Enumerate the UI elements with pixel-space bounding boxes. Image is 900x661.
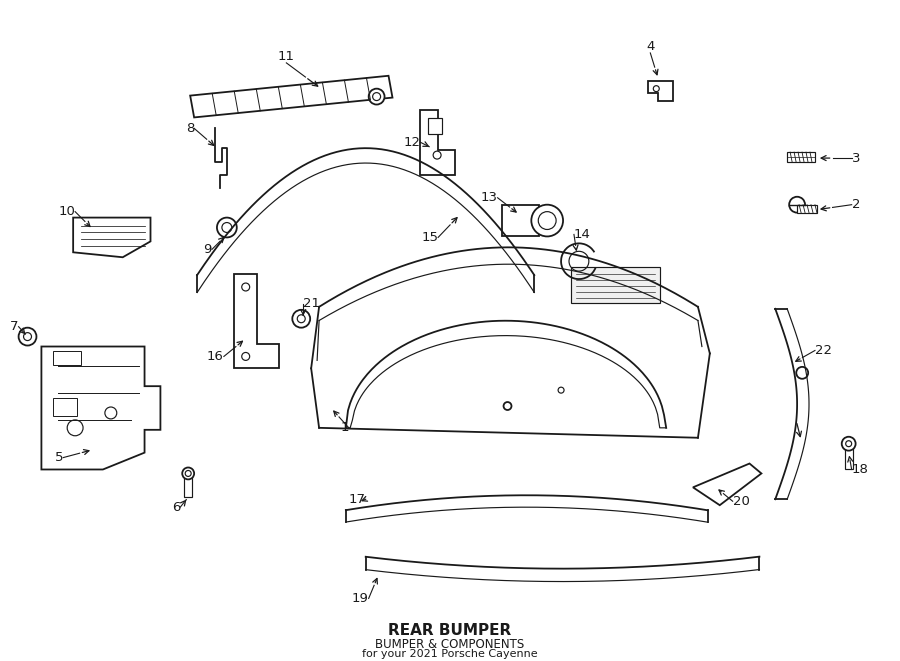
Circle shape — [789, 197, 805, 213]
Text: 14: 14 — [574, 228, 590, 241]
Bar — [797, 205, 817, 213]
Bar — [53, 398, 77, 416]
Circle shape — [796, 367, 808, 379]
Circle shape — [297, 315, 305, 323]
Bar — [428, 118, 442, 134]
Text: 2: 2 — [851, 198, 860, 212]
Circle shape — [292, 310, 310, 328]
Polygon shape — [73, 217, 150, 257]
Polygon shape — [234, 274, 279, 368]
Text: 5: 5 — [55, 451, 63, 464]
Text: 9: 9 — [203, 243, 212, 256]
Text: 15: 15 — [421, 231, 438, 244]
Circle shape — [222, 223, 232, 233]
Circle shape — [558, 387, 564, 393]
Circle shape — [19, 328, 36, 346]
Circle shape — [217, 217, 237, 237]
Circle shape — [242, 352, 249, 360]
Circle shape — [185, 471, 191, 477]
Bar — [501, 205, 539, 237]
Circle shape — [842, 437, 856, 451]
Text: BUMPER & COMPONENTS: BUMPER & COMPONENTS — [375, 637, 525, 650]
Bar — [788, 152, 815, 162]
Circle shape — [531, 205, 563, 237]
Text: 3: 3 — [851, 151, 860, 165]
Bar — [845, 446, 852, 469]
Polygon shape — [190, 76, 392, 118]
Text: 6: 6 — [172, 500, 180, 514]
Circle shape — [369, 89, 384, 104]
Polygon shape — [693, 463, 761, 505]
Bar — [184, 475, 193, 497]
Polygon shape — [41, 346, 160, 469]
Text: 16: 16 — [207, 350, 224, 363]
Circle shape — [433, 151, 441, 159]
Text: 8: 8 — [185, 122, 194, 135]
Text: 18: 18 — [851, 463, 868, 476]
Circle shape — [105, 407, 117, 419]
Polygon shape — [648, 81, 673, 100]
Text: 22: 22 — [815, 344, 832, 357]
Circle shape — [846, 441, 851, 447]
Text: 11: 11 — [278, 50, 295, 63]
Bar — [53, 352, 81, 366]
Text: REAR BUMPER: REAR BUMPER — [389, 623, 511, 638]
Text: 10: 10 — [58, 205, 75, 218]
Text: for your 2021 Porsche Cayenne: for your 2021 Porsche Cayenne — [362, 649, 538, 659]
Circle shape — [373, 93, 381, 100]
Circle shape — [653, 86, 660, 92]
Circle shape — [68, 420, 83, 436]
Text: 19: 19 — [352, 592, 369, 605]
Text: 17: 17 — [348, 492, 365, 506]
Text: 21: 21 — [303, 297, 320, 311]
Text: 1: 1 — [340, 421, 349, 434]
Text: 12: 12 — [403, 136, 420, 149]
Text: 7: 7 — [10, 320, 19, 333]
Text: 20: 20 — [733, 494, 750, 508]
Text: 13: 13 — [481, 191, 498, 204]
Circle shape — [504, 402, 511, 410]
Circle shape — [23, 332, 32, 340]
Circle shape — [242, 283, 249, 291]
Polygon shape — [420, 110, 455, 175]
Text: 4: 4 — [646, 40, 654, 53]
Circle shape — [182, 467, 194, 479]
Bar — [571, 267, 661, 303]
Circle shape — [538, 212, 556, 229]
